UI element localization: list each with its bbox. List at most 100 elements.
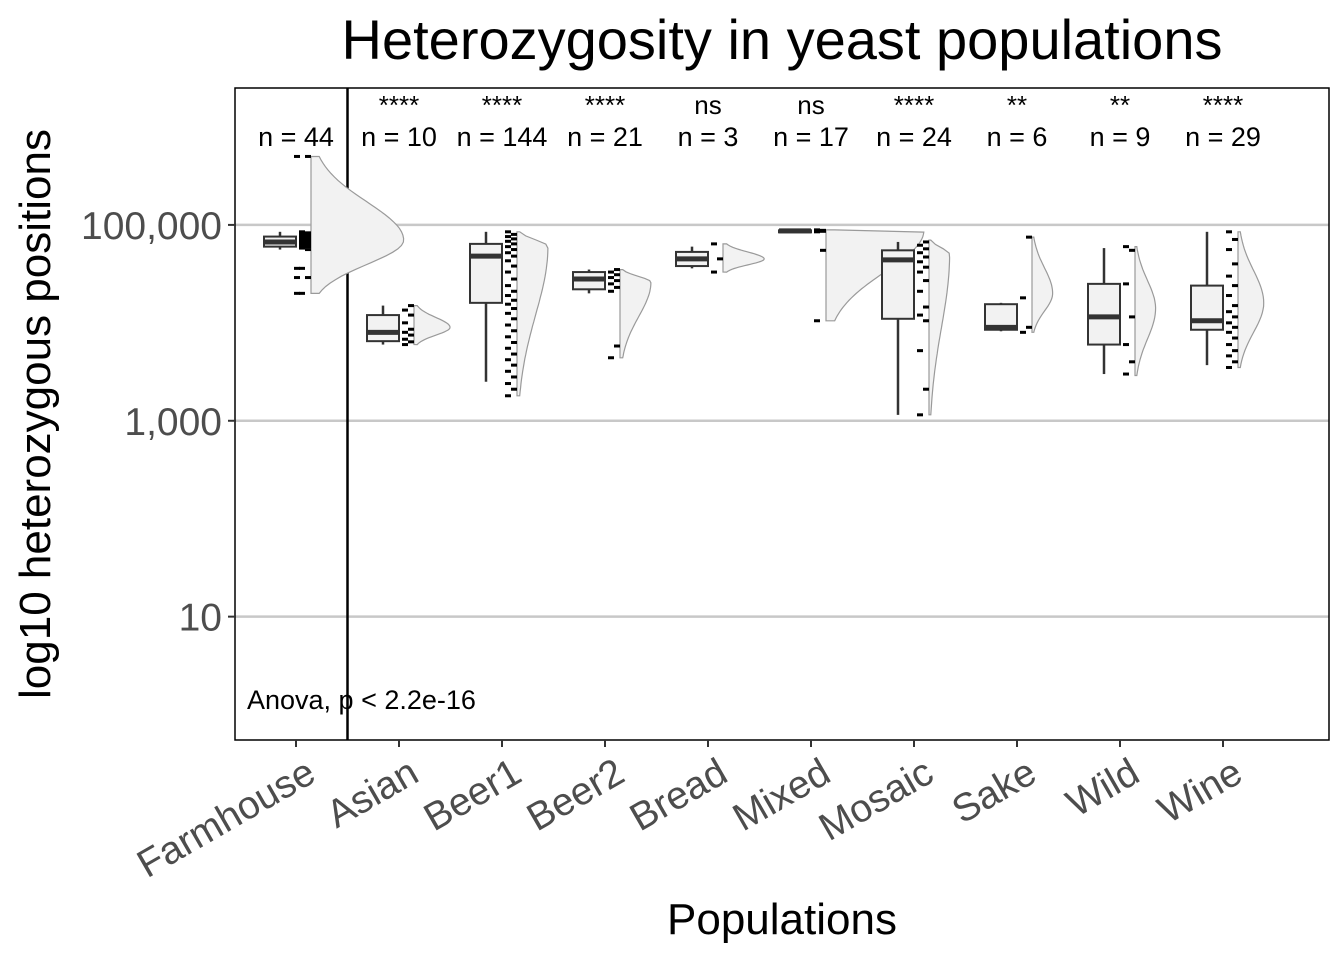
data-point [305,276,311,280]
data-point [1226,248,1232,252]
n-label: n = 3 [678,122,739,152]
data-point [505,270,511,274]
data-point [614,344,620,348]
x-tick-label: Wild [1059,751,1146,826]
data-point [1026,235,1032,239]
data-point [408,327,414,331]
significance-label: **** [894,90,934,120]
data-point [1226,365,1232,369]
data-point [511,329,517,333]
x-tick-label: Beer1 [417,751,529,840]
data-point [1020,330,1026,334]
data-point [511,264,517,268]
data-point [1123,245,1129,249]
y-tick-label: 1,000 [124,401,222,444]
data-point [820,248,826,252]
group-wild: n = 9** [1087,90,1157,377]
density-beer2 [619,268,652,359]
density-bread [722,243,765,273]
box-wild [1087,282,1121,346]
data-point [923,247,929,251]
box-asian [366,314,400,343]
data-point [505,323,511,327]
data-point [511,352,517,356]
data-point [717,257,723,261]
x-tick-label: Beer2 [520,751,632,840]
anova-annotation: Anova, p < 2.2e-16 [247,685,476,715]
significance-label: ** [1007,90,1027,120]
data-point [1129,360,1135,364]
data-point [505,346,511,350]
n-label: n = 29 [1185,122,1261,152]
outlier-point [294,291,300,295]
y-tick-label: 10 [179,597,222,640]
data-point [505,394,511,398]
data-point [505,245,511,249]
density-farmhouse [310,155,405,295]
data-point [608,282,614,286]
data-point [505,369,511,373]
plot-border [234,87,1330,741]
data-point [917,313,923,317]
data-point [608,289,614,293]
data-point [1232,315,1238,319]
box-beer1 [469,242,503,304]
chart-title: Heterozygosity in yeast populations [342,8,1223,71]
data-point [1232,262,1238,266]
data-point [299,291,305,295]
data-point [1232,336,1238,340]
significance-label: **** [482,90,522,120]
group-wine: n = 29**** [1185,90,1265,369]
data-point [505,311,511,315]
data-point [505,235,511,239]
n-label: n = 144 [457,122,548,152]
data-point [305,235,311,239]
outlier-point [294,276,300,280]
data-point [408,340,414,344]
significance-label: ns [694,90,721,120]
data-point [511,289,517,293]
plot-panel: n = 44 n = 10****n = 144****n = 21****n =… [234,87,1330,741]
data-point [505,251,511,255]
density-wine [1237,231,1265,369]
data-point [511,298,517,302]
data-point [505,284,511,288]
x-tick-label: Wine [1151,751,1249,833]
data-point [299,232,305,236]
data-point [1226,274,1232,278]
data-point [814,228,820,232]
density-beer1 [516,231,549,397]
data-point [917,349,923,353]
data-point [614,285,620,289]
data-point [917,289,923,293]
data-point [305,154,311,158]
data-point [511,232,517,236]
data-point [511,248,517,252]
data-point [1020,296,1026,300]
data-point [614,279,620,283]
data-point [402,321,408,325]
outlier-point [294,266,300,270]
data-point [511,363,517,367]
x-tick-label: Mosaic [812,751,940,850]
data-point [1232,325,1238,329]
data-point [505,302,511,306]
data-point [711,242,717,246]
data-point [299,266,305,270]
data-point [917,251,923,255]
data-point [923,255,929,259]
significance-label: **** [379,90,419,120]
density-wild [1134,245,1157,377]
data-point [711,270,717,274]
data-point [923,240,929,244]
data-point [923,279,929,283]
data-point [917,260,923,264]
data-point [1226,310,1232,314]
data-point [1129,248,1135,252]
data-point [917,243,923,247]
data-point [505,230,511,234]
data-point [923,265,929,269]
density-asian [413,304,451,346]
data-point [1226,343,1232,347]
data-point [402,343,408,347]
